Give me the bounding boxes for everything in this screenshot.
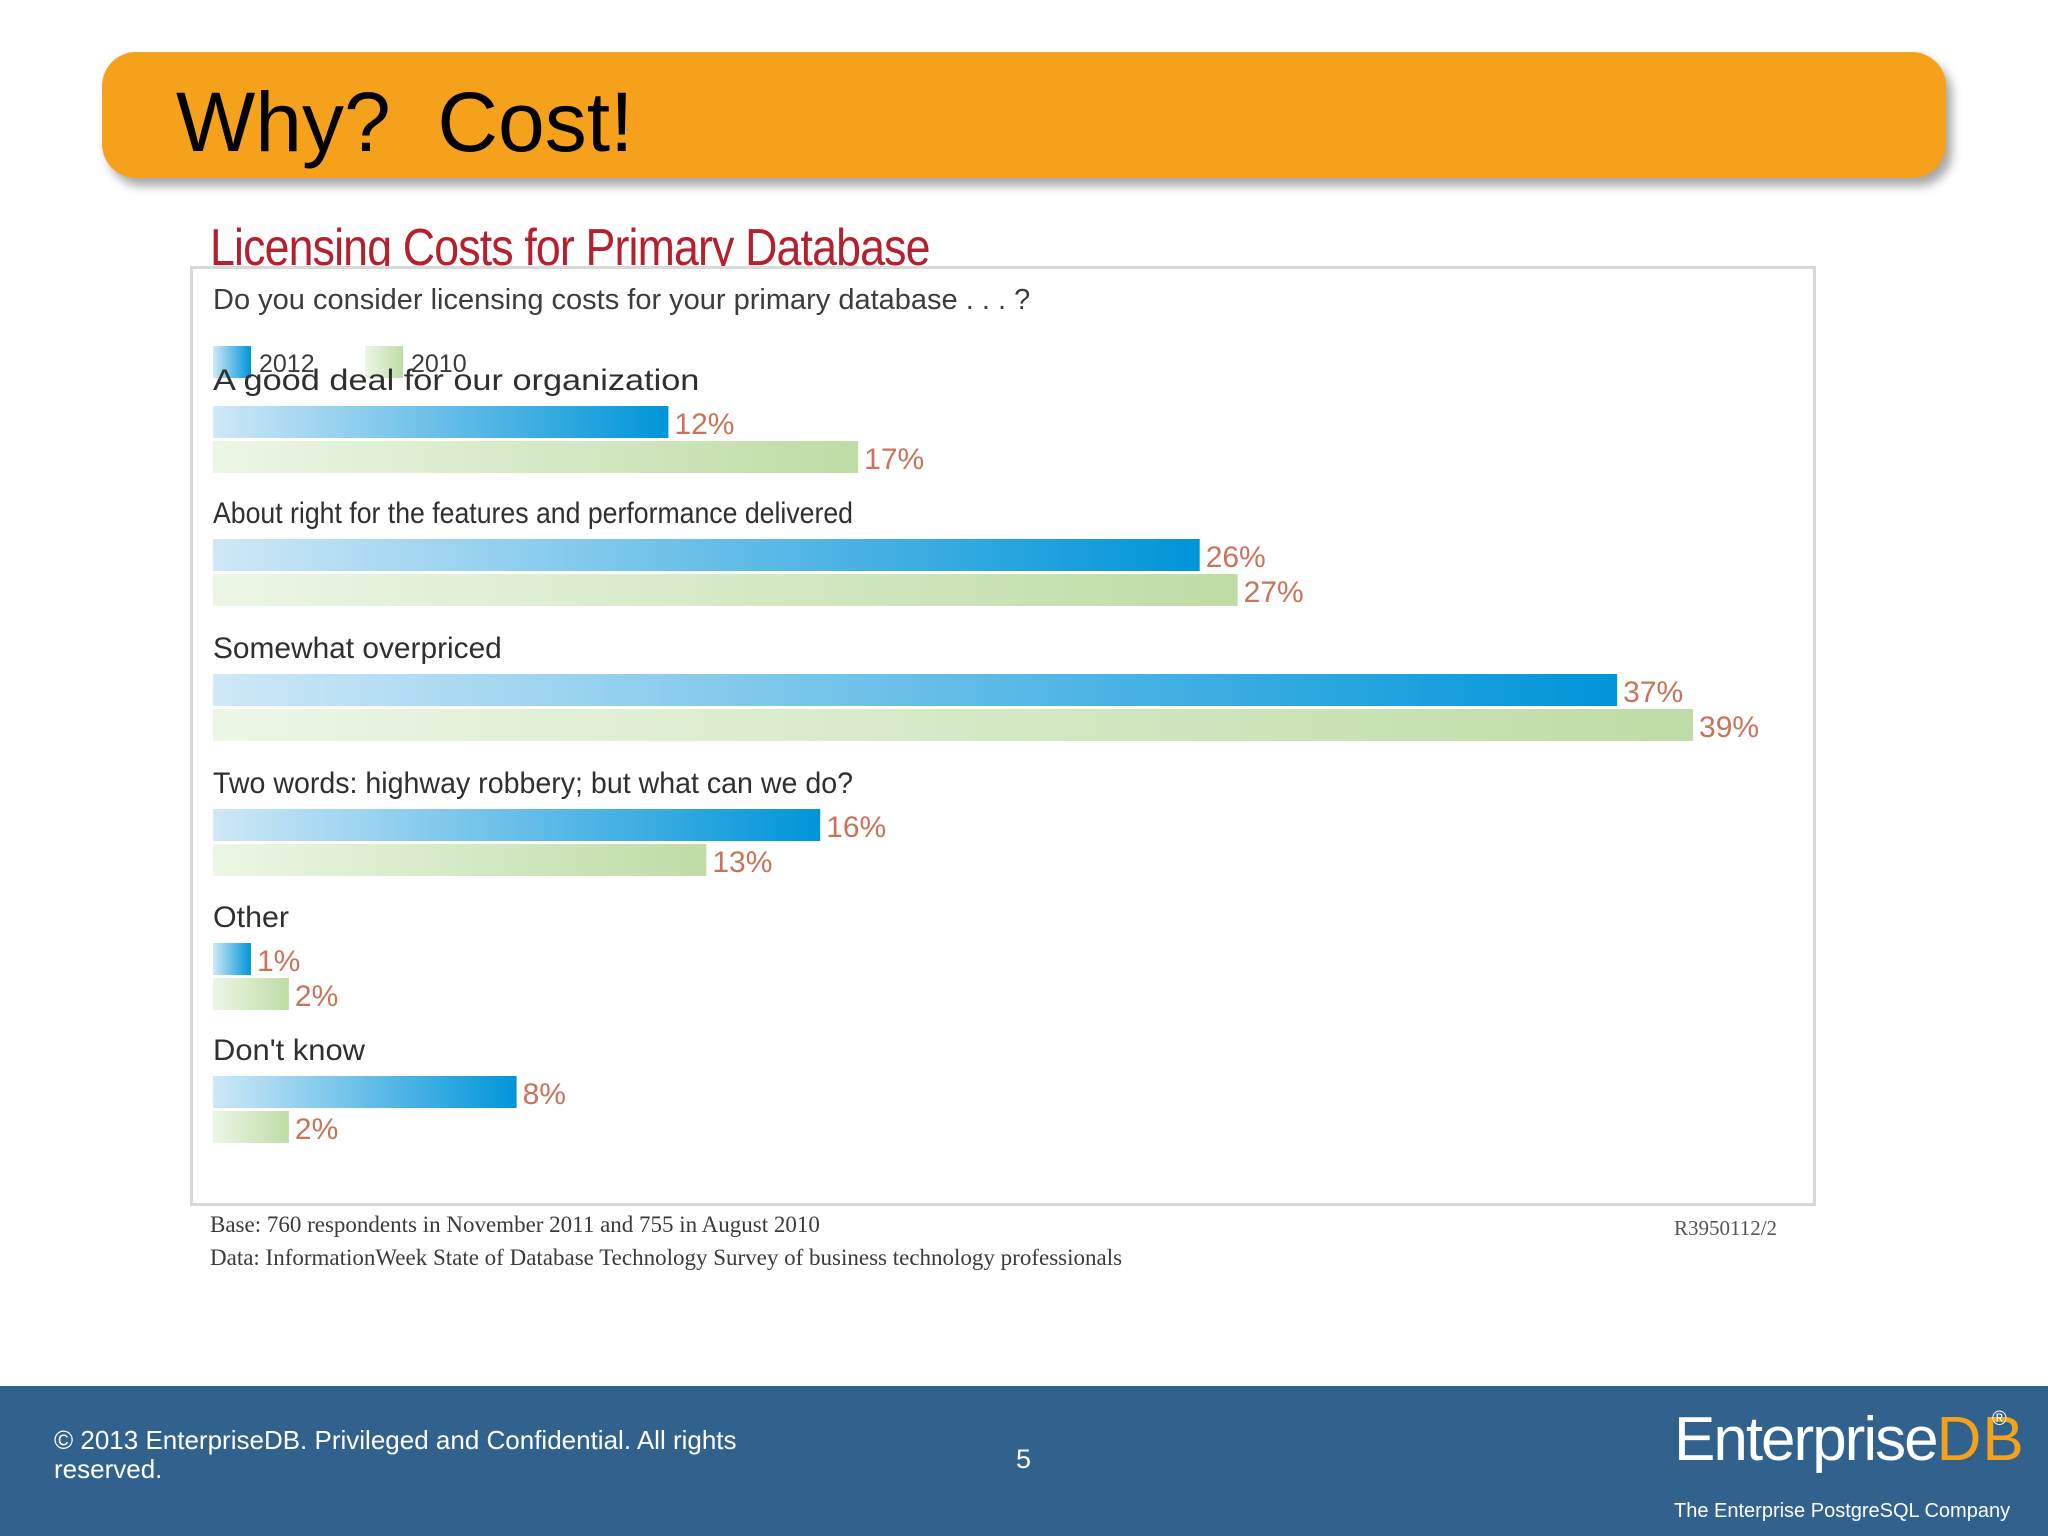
bar-2010 xyxy=(213,978,289,1010)
value-label: 27% xyxy=(1244,576,1304,609)
chart-frame: Do you consider licensing costs for your… xyxy=(190,266,1816,1206)
bar-2010 xyxy=(213,844,707,876)
copyright-text: © 2013 EnterpriseDB. Privileged and Conf… xyxy=(54,1425,737,1484)
bar-2012 xyxy=(213,1076,517,1108)
bar-2012 xyxy=(213,674,1618,706)
logo-wordmark-accent: DB xyxy=(1936,1405,2025,1474)
legend-label-2010: 2010 xyxy=(411,350,467,378)
page-number: 5 xyxy=(1016,1444,1032,1474)
logo-wordmark: EnterpriseDB xyxy=(1674,1404,2025,1475)
chart-source-code: R3950112/2 xyxy=(1674,1216,1778,1240)
legend-swatch-2010 xyxy=(365,346,403,378)
value-label: 1% xyxy=(257,945,300,978)
chart-subtitle: Do you consider licensing costs for your… xyxy=(213,284,1030,316)
category-label: Don't know xyxy=(213,1034,365,1067)
slide-title: Why? Cost! xyxy=(176,75,634,169)
bar-2012 xyxy=(213,809,821,841)
bar-2012 xyxy=(213,406,669,438)
legend-swatch-2012 xyxy=(213,346,251,378)
category-label: Two words: highway robbery; but what can… xyxy=(213,767,853,800)
value-label: 12% xyxy=(674,408,734,441)
bar-2010 xyxy=(213,574,1238,606)
enterprisedb-logo: EnterpriseDB ® The Enterprise PostgreSQL… xyxy=(1672,1404,2024,1524)
bar-2010 xyxy=(213,1111,289,1143)
value-label: 37% xyxy=(1623,676,1683,709)
value-label: 16% xyxy=(826,811,886,844)
value-label: 26% xyxy=(1206,541,1266,574)
chart-note-base: Base: 760 respondents in November 2011 a… xyxy=(210,1212,820,1237)
footer: © 2013 EnterpriseDB. Privileged and Conf… xyxy=(0,1386,2048,1536)
registered-mark: ® xyxy=(1992,1408,2007,1430)
logo-tagline: The Enterprise PostgreSQL Company xyxy=(1674,1500,2011,1522)
value-label: 17% xyxy=(864,443,924,476)
logo-wordmark-main: Enterprise xyxy=(1674,1405,1939,1474)
value-label: 2% xyxy=(295,1113,338,1146)
category-label: Other xyxy=(213,901,289,934)
bar-chart: Do you consider licensing costs for your… xyxy=(213,284,1759,1146)
category-label: A good deal for our organization xyxy=(213,364,699,397)
bar-2012 xyxy=(213,539,1200,571)
value-label: 8% xyxy=(523,1078,566,1111)
category-label: Somewhat overpriced xyxy=(213,632,502,665)
bar-2010 xyxy=(213,441,859,473)
category-label: About right for the features and perform… xyxy=(213,497,853,530)
value-label: 2% xyxy=(295,980,338,1013)
value-label: 13% xyxy=(712,846,772,879)
bar-2012 xyxy=(213,943,251,975)
legend-label-2012: 2012 xyxy=(259,350,315,378)
value-label: 39% xyxy=(1699,711,1759,744)
title-bar: Why? Cost! xyxy=(102,52,1946,178)
bar-2010 xyxy=(213,709,1694,741)
chart-note-source: Data: InformationWeek State of Database … xyxy=(210,1245,1123,1270)
